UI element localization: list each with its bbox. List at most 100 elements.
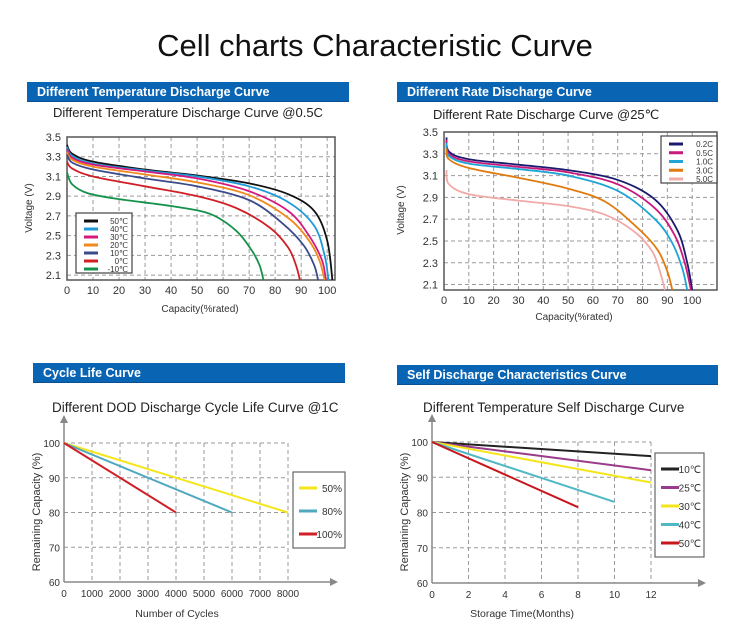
x-axis-label: Capacity(%rated)	[535, 312, 612, 323]
legend-label: 10℃	[679, 465, 701, 476]
legend-label: 0℃	[115, 257, 128, 266]
legend-label: 50℃	[679, 539, 701, 550]
banner-rate-discharge: Different Rate Discharge Curve	[397, 82, 718, 102]
legend-label: 25℃	[679, 484, 701, 495]
x-tick-label: 80	[269, 285, 281, 297]
x-tick-label: 1000	[81, 589, 104, 600]
legend-label: -10℃	[107, 265, 128, 274]
y-tick-label: 90	[49, 474, 61, 485]
x-tick-label: 10	[463, 295, 475, 307]
legend-box	[75, 212, 133, 274]
x-tick-label: 90	[661, 295, 673, 307]
legend-label: 5.0C	[696, 175, 713, 184]
x-tick-label: 10	[87, 285, 99, 297]
x-tick-label: 4000	[165, 589, 188, 600]
series-line	[431, 441, 615, 503]
y-tick-label: 3.3	[423, 149, 438, 161]
y-tick-label: 60	[49, 578, 61, 589]
y-tick-label: 2.3	[423, 258, 438, 270]
chart-title-rate: Different Rate Discharge Curve @25℃	[433, 107, 660, 122]
series-line	[63, 442, 233, 514]
series-line	[66, 172, 265, 281]
legend-label: 20℃	[110, 241, 128, 250]
y-tick-label: 2.1	[46, 270, 61, 282]
series-line	[431, 441, 579, 509]
x-tick-label: 0	[441, 295, 447, 307]
series-line	[63, 442, 289, 514]
series-line	[66, 146, 330, 281]
y-axis-arrow-icon	[60, 415, 68, 423]
plot-frame	[443, 131, 718, 291]
y-axis-label: Voltage (V)	[396, 185, 407, 234]
y-tick-label: 3.5	[423, 127, 438, 139]
chart-title-cycle-life: Different DOD Discharge Cycle Life Curve…	[52, 400, 339, 415]
series-line	[66, 154, 319, 281]
x-tick-label: 6	[539, 590, 545, 601]
y-tick-label: 3.5	[46, 132, 61, 144]
x-tick-label: 40	[165, 285, 177, 297]
banner-cycle-life: Cycle Life Curve	[33, 363, 345, 383]
y-tick-label: 2.7	[423, 214, 438, 226]
banner-self-discharge: Self Discharge Characteristics Curve	[397, 365, 718, 385]
x-tick-label: 40	[537, 295, 549, 307]
series-line	[445, 142, 689, 291]
y-axis-arrow-icon	[428, 414, 436, 422]
x-tick-label: 0	[64, 285, 70, 297]
x-tick-label: 20	[113, 285, 125, 297]
y-tick-label: 2.3	[46, 250, 61, 262]
x-tick-label: 30	[512, 295, 524, 307]
x-tick-label: 12	[645, 590, 657, 601]
x-tick-label: 0	[61, 589, 67, 600]
x-axis-label: Storage Time(Months)	[470, 608, 574, 620]
x-tick-label: 100	[683, 295, 701, 307]
x-tick-label: 0	[429, 590, 435, 601]
x-tick-label: 30	[139, 285, 151, 297]
x-tick-label: 70	[243, 285, 255, 297]
legend-label: 80%	[322, 507, 342, 518]
chart-title-temperature: Different Temperature Discharge Curve @0…	[53, 105, 323, 120]
x-tick-label: 50	[562, 295, 574, 307]
legend-label: 30℃	[110, 233, 128, 242]
chart-title-self-discharge: Different Temperature Self Discharge Cur…	[423, 400, 685, 415]
x-axis-arrow-icon	[330, 578, 338, 586]
y-axis-label: Voltage (V)	[24, 183, 35, 232]
x-tick-label: 60	[217, 285, 229, 297]
x-tick-label: 100	[318, 285, 336, 297]
y-tick-label: 3.1	[46, 171, 61, 183]
y-tick-label: 3.3	[46, 152, 61, 164]
banner-temperature-discharge: Different Temperature Discharge Curve	[27, 82, 349, 102]
x-tick-label: 8000	[277, 589, 300, 600]
legend-label: 100%	[316, 530, 342, 541]
y-tick-label: 80	[49, 509, 61, 520]
legend-label: 1.0C	[696, 158, 713, 167]
series-line	[431, 441, 652, 458]
y-tick-label: 2.1	[423, 280, 438, 292]
x-tick-label: 6000	[221, 589, 244, 600]
series-line	[445, 169, 666, 291]
series-line	[66, 151, 326, 281]
legend-label: 50℃	[110, 217, 128, 226]
series-line	[431, 441, 652, 484]
x-tick-label: 2000	[109, 589, 132, 600]
y-tick-label: 60	[417, 579, 429, 590]
legend-label: 40℃	[110, 225, 128, 234]
series-line	[445, 137, 694, 291]
y-tick-label: 70	[417, 544, 429, 555]
x-tick-label: 7000	[249, 589, 272, 600]
series-line	[431, 441, 652, 472]
x-axis-label: Number of Cycles	[135, 608, 218, 620]
x-tick-label: 8	[575, 590, 581, 601]
y-tick-label: 90	[417, 473, 429, 484]
x-tick-label: 5000	[193, 589, 216, 600]
y-tick-label: 70	[49, 543, 61, 554]
legend-label: 10℃	[110, 249, 128, 258]
y-tick-label: 3.1	[423, 171, 438, 183]
legend-label: 40℃	[679, 521, 701, 532]
x-tick-label: 70	[612, 295, 624, 307]
y-axis-label: Remaining Capacity (%)	[399, 453, 411, 572]
y-tick-label: 2.7	[46, 211, 61, 223]
x-axis-label: Capacity(%rated)	[161, 304, 238, 315]
legend-label: 0.5C	[696, 149, 713, 158]
legend-label: 0.2C	[696, 140, 713, 149]
